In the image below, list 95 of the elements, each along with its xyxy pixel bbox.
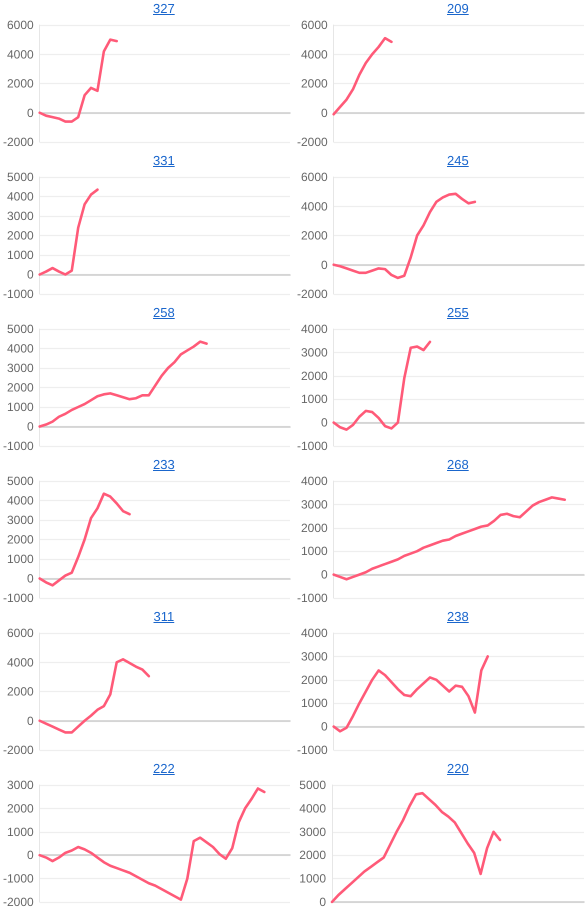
y-tick-label: 1000 xyxy=(6,552,34,566)
y-tick-label: 5000 xyxy=(6,322,34,336)
y-tick-label: 2000 xyxy=(6,76,34,90)
y-tick-label: 4000 xyxy=(300,47,328,62)
y-tick-label: 4000 xyxy=(6,342,34,356)
y-tick-label: 3000 xyxy=(299,824,326,839)
y-tick-label: -2000 xyxy=(296,287,328,301)
line-series xyxy=(332,496,566,581)
y-tick-label: 5000 xyxy=(6,170,34,184)
chart-title: 209 xyxy=(447,1,469,16)
y-tick-label: 1000 xyxy=(6,824,34,839)
y-tick-label: -2000 xyxy=(296,135,328,149)
y-tick-label: 0 xyxy=(319,895,326,909)
y-tick-label: 4000 xyxy=(300,322,328,336)
y-tick-label: 6000 xyxy=(300,170,328,184)
chart-title: 220 xyxy=(447,761,469,776)
y-tick-label: 1000 xyxy=(300,544,328,558)
y-tick-label: 6000 xyxy=(300,18,328,32)
line-series xyxy=(38,340,208,428)
chart-title: 327 xyxy=(153,1,175,16)
y-tick-label: -2000 xyxy=(2,743,34,757)
line-series xyxy=(38,658,150,734)
y-tick-label: 2000 xyxy=(300,672,328,687)
y-tick-label: 3000 xyxy=(6,778,34,792)
y-tick-label: -1000 xyxy=(2,872,34,886)
y-tick-label: 2000 xyxy=(6,801,34,816)
y-tick-label: 4000 xyxy=(6,47,34,62)
y-tick-label: 2000 xyxy=(300,368,328,383)
chart-title: 233 xyxy=(153,457,175,472)
chart-title: 268 xyxy=(447,457,469,472)
y-tick-label: -1000 xyxy=(2,591,34,605)
y-tick-label: 0 xyxy=(321,568,328,582)
y-tick-label: 1000 xyxy=(300,696,328,710)
y-tick-label: -1000 xyxy=(296,439,328,453)
chart-title: 258 xyxy=(153,305,175,320)
y-tick-label: 4000 xyxy=(300,626,328,640)
y-tick-label: 3000 xyxy=(6,209,34,223)
y-tick-label: 5000 xyxy=(6,474,34,488)
y-tick-label: 2000 xyxy=(6,380,34,394)
chart-title: 331 xyxy=(153,153,175,168)
chart-title: 222 xyxy=(153,761,175,776)
line-series xyxy=(38,38,118,123)
y-tick-label: 2000 xyxy=(300,520,328,535)
y-tick-label: 0 xyxy=(27,848,34,862)
y-tick-label: 0 xyxy=(321,720,328,734)
y-tick-label: 2000 xyxy=(6,532,34,546)
y-tick-label: 0 xyxy=(27,572,34,586)
y-tick-label: -2000 xyxy=(2,895,34,909)
y-tick-label: 3000 xyxy=(300,649,328,664)
y-tick-label: 4000 xyxy=(6,655,34,670)
chart-title: 255 xyxy=(447,305,469,320)
y-tick-label: 3000 xyxy=(300,497,328,512)
y-tick-label: -2000 xyxy=(2,135,34,149)
line-series xyxy=(332,192,476,280)
line-series xyxy=(38,188,99,276)
y-tick-label: -1000 xyxy=(296,743,328,757)
chart-title: 238 xyxy=(447,609,469,624)
y-tick-label: 0 xyxy=(27,106,34,120)
y-tick-label: 6000 xyxy=(6,18,34,32)
y-tick-label: 2000 xyxy=(299,848,326,862)
y-tick-label: 2000 xyxy=(6,228,34,242)
y-tick-label: 1000 xyxy=(6,400,34,414)
y-tick-label: 4000 xyxy=(299,801,326,816)
y-tick-label: 0 xyxy=(321,106,328,120)
y-tick-label: 2000 xyxy=(300,76,328,90)
y-tick-label: 0 xyxy=(321,258,328,272)
y-tick-label: 0 xyxy=(27,714,34,728)
line-series xyxy=(38,787,266,901)
y-tick-label: 4000 xyxy=(6,494,34,508)
y-tick-label: 4000 xyxy=(300,474,328,488)
line-series xyxy=(332,655,490,733)
y-tick-label: 3000 xyxy=(6,361,34,375)
y-tick-label: 3000 xyxy=(6,513,34,527)
y-tick-label: 1000 xyxy=(299,872,326,886)
y-tick-label: 1000 xyxy=(300,392,328,406)
y-tick-label: 4000 xyxy=(300,199,328,214)
y-tick-label: 0 xyxy=(27,268,34,282)
y-tick-label: -1000 xyxy=(2,439,34,453)
y-tick-label: 0 xyxy=(321,416,328,430)
y-tick-label: 6000 xyxy=(6,626,34,640)
y-tick-label: 5000 xyxy=(299,778,326,792)
y-tick-label: 4000 xyxy=(6,190,34,204)
y-tick-label: -1000 xyxy=(2,287,34,301)
line-series xyxy=(332,36,393,116)
line-series xyxy=(332,340,432,431)
line-series xyxy=(38,492,131,587)
y-tick-label: 2000 xyxy=(300,228,328,242)
chart-title: 245 xyxy=(447,153,469,168)
y-tick-label: -1000 xyxy=(296,591,328,605)
chart-title: 311 xyxy=(154,609,174,624)
y-tick-label: 1000 xyxy=(6,248,34,262)
y-tick-label: 2000 xyxy=(6,684,34,698)
line-series xyxy=(330,792,502,904)
y-tick-label: 0 xyxy=(27,420,34,434)
y-tick-label: 3000 xyxy=(300,345,328,360)
